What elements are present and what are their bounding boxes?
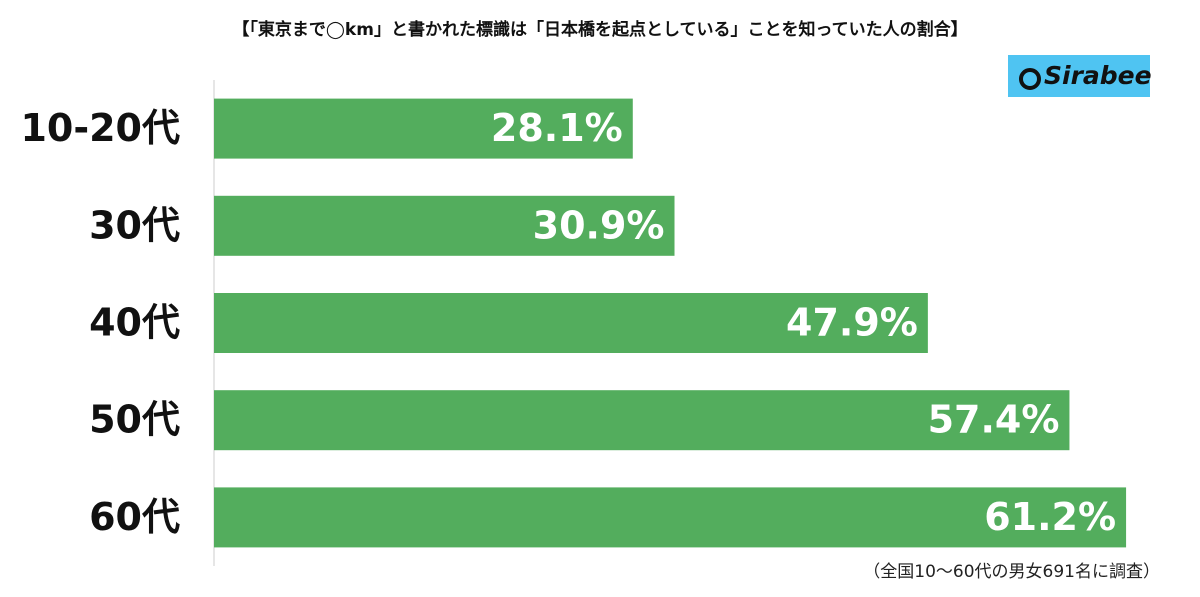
logo-box (1008, 55, 1150, 97)
value-label: 30.9% (533, 203, 665, 247)
bar (214, 390, 1070, 451)
category-label: 60代 (89, 495, 180, 539)
value-label: 57.4% (928, 398, 1060, 442)
bar (214, 195, 675, 256)
logo-text: Sirabee (1044, 61, 1152, 90)
value-label: 28.1% (491, 106, 623, 150)
bar (214, 487, 1127, 548)
logo-icon (1019, 68, 1041, 90)
footnote: （全国10～60代の男女691名に調査） (863, 562, 1160, 582)
value-label: 61.2% (984, 495, 1116, 539)
category-label: 40代 (89, 301, 180, 345)
chart-title: 【「東京まで◯km」と書かれた標識は「日本橋を起点としている」ことを知っていた人… (232, 19, 967, 40)
bar (214, 98, 633, 159)
bar (214, 293, 928, 353)
value-label: 47.9% (786, 301, 918, 345)
category-label: 30代 (89, 203, 180, 247)
category-label: 10-20代 (20, 106, 180, 150)
category-label: 50代 (89, 398, 180, 442)
